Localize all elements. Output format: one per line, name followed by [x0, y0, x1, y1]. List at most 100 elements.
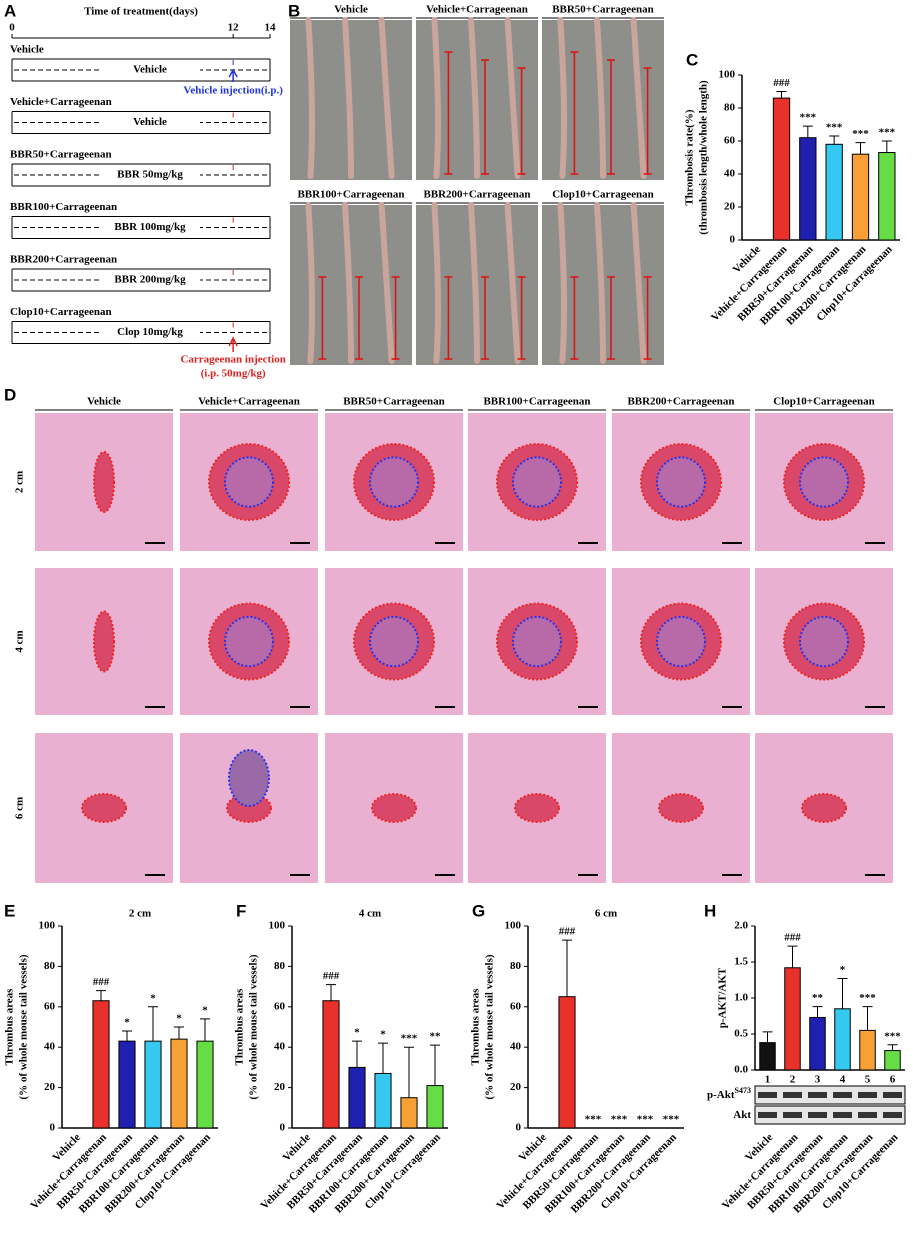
thrombus-outline — [224, 615, 274, 668]
significance: *** — [884, 1030, 901, 1042]
bar — [825, 143, 843, 241]
thrombus-bar — [391, 276, 400, 360]
bar — [144, 1040, 162, 1129]
error-bar — [862, 1006, 873, 1031]
thrombus-outline — [369, 615, 419, 668]
thrombus-bar — [318, 276, 327, 360]
panel-label: C — [686, 50, 698, 69]
y-tick-label: 60 — [510, 1000, 522, 1012]
y-axis-label: (% of whole mouse tail vessels) — [248, 954, 260, 1099]
column-title: Vehicle — [87, 396, 121, 408]
bar — [92, 1000, 110, 1129]
bar — [784, 967, 801, 1071]
group-name: BBR100+Carrageenan — [10, 201, 117, 213]
lane-number: 2 — [790, 1074, 796, 1086]
bar — [759, 1042, 776, 1071]
error-bar — [787, 945, 798, 968]
significance: *** — [585, 1114, 602, 1126]
column-title: Vehicle+Carrageenan — [198, 396, 300, 408]
blot-band — [858, 1092, 877, 1098]
y-tick-label: 0.5 — [734, 1028, 748, 1040]
tail — [557, 17, 567, 179]
significance: ** — [430, 1031, 442, 1043]
thrombus-outline — [224, 456, 274, 508]
bar — [558, 996, 576, 1129]
y-tick-label: 40 — [724, 168, 736, 180]
bar — [884, 1050, 901, 1071]
photo-title: BBR50+Carrageenan — [552, 4, 654, 16]
panel-label: B — [288, 1, 300, 20]
photo-title: BBR200+Carrageenan — [423, 189, 530, 201]
significance: *** — [800, 112, 817, 124]
bar — [834, 1008, 851, 1071]
group-name: Vehicle — [10, 44, 44, 56]
blot-band — [858, 1112, 877, 1118]
error-bar — [562, 939, 572, 997]
y-tick-label: 0.0 — [734, 1064, 748, 1076]
significance: *** — [852, 128, 869, 140]
vessel-outline — [93, 451, 115, 513]
carrageenan-note: (i.p. 50mg/kg) — [201, 368, 266, 380]
y-tick-label: 100 — [39, 920, 56, 932]
blot-label: p-AktS473 — [707, 1086, 751, 1101]
bar — [878, 152, 896, 241]
label-gap — [100, 168, 200, 182]
treatment: Vehicle — [133, 64, 167, 76]
y-tick-label: 40 — [44, 1041, 56, 1053]
y-axis-label: p-AKT/AKT — [717, 967, 729, 1028]
group-name: Clop10+Carrageenan — [10, 306, 112, 318]
label-gap — [100, 273, 200, 287]
y-tick-label: 80 — [44, 960, 56, 972]
row-title: 2 cm — [14, 471, 26, 493]
vessel-outline — [371, 793, 417, 823]
y-tick-label: 40 — [274, 1041, 286, 1053]
error-bar — [326, 984, 336, 1001]
thrombus-outline — [799, 615, 849, 668]
vessel-outline — [93, 610, 115, 673]
column-title: BBR200+Carrageenan — [627, 396, 734, 408]
significance: * — [124, 1017, 130, 1029]
error-bar — [802, 125, 813, 138]
error-bar — [174, 1026, 184, 1040]
blot-sup: S473 — [735, 1086, 751, 1095]
photo-title: BBR100+Carrageenan — [297, 189, 404, 201]
thrombus-outline — [656, 456, 706, 508]
error-bar — [855, 142, 866, 155]
chart-title: 4 cm — [359, 908, 381, 920]
significance: *** — [826, 122, 843, 134]
vessel-outline — [801, 793, 847, 823]
y-tick-label: 100 — [269, 920, 286, 932]
tail — [305, 202, 315, 364]
bar — [196, 1040, 214, 1129]
error-bar — [776, 91, 787, 99]
significance: *** — [637, 1114, 654, 1126]
bar — [772, 97, 791, 241]
y-tick-label: 40 — [510, 1041, 522, 1053]
error-bar — [887, 1044, 898, 1051]
blot-band — [808, 1112, 827, 1118]
y-axis-label: Thrombosis rate(%) — [684, 109, 696, 205]
day-label: 0 — [9, 22, 15, 34]
thrombus-bar — [444, 51, 453, 175]
error-bar — [352, 1040, 362, 1068]
thrombus-bar — [607, 276, 615, 360]
column-title: BBR50+Carrageenan — [343, 396, 445, 408]
blot-band — [783, 1092, 802, 1098]
error-bar — [122, 1030, 132, 1042]
treatment: BBR 200mg/kg — [114, 274, 186, 286]
significance: * — [380, 1029, 386, 1041]
significance: *** — [879, 127, 896, 139]
bar — [426, 1085, 444, 1129]
y-tick-label: 20 — [724, 201, 736, 213]
lane-number: 3 — [815, 1074, 821, 1086]
y-tick-label: 80 — [510, 960, 522, 972]
bar — [809, 1016, 826, 1071]
error-bar — [148, 1006, 158, 1042]
y-tick-label: 0 — [516, 1122, 522, 1134]
significance: ### — [559, 926, 576, 938]
blot-name: p-Akt — [707, 1089, 735, 1101]
tail — [342, 202, 354, 364]
tail — [431, 202, 441, 364]
tail — [504, 202, 521, 364]
